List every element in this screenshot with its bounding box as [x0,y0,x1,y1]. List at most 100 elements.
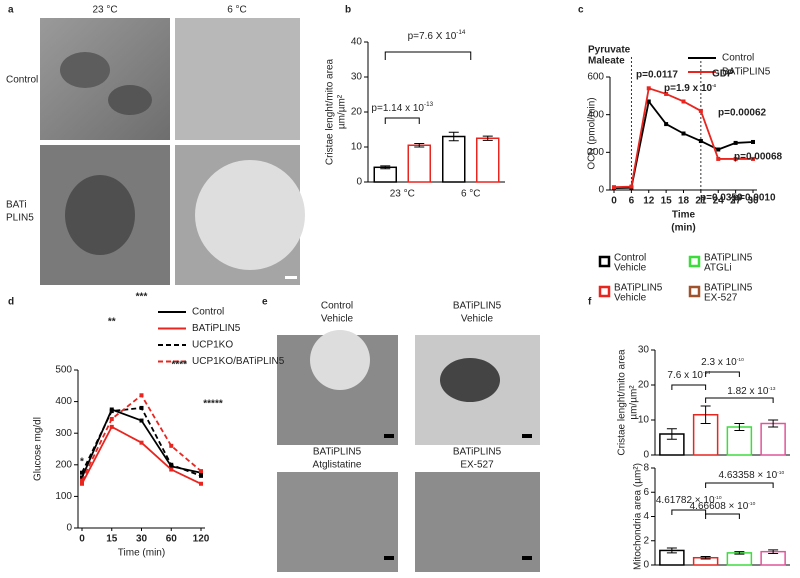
bar [760,422,786,456]
p-value-base: p=1.14 x 10 [371,103,424,114]
legend-label: Control [722,53,754,64]
bar [726,426,753,456]
y-tick-label: 200 [55,459,72,470]
micrograph [277,472,398,572]
y-axis-label: µm/µm² [337,94,348,129]
x-tick-label: 60 [166,534,178,545]
point [751,139,755,144]
column-label: 23 °C [92,5,117,16]
scale-bar [285,276,297,279]
annotation: ***** [203,399,223,410]
legend-label: BATiPLIN5 [722,67,771,78]
p-value-exp: -13 [424,101,434,108]
error-bar [482,135,493,141]
legend-label: EX-527 [704,293,738,304]
x-tick-label: 6 [629,196,635,207]
y-tick-label: 6 [643,487,649,498]
micrograph [175,18,300,140]
legend-swatch [598,285,611,298]
error-bar [448,131,459,142]
y-tick-label: 30 [638,345,650,356]
y-tick-label: 0 [643,450,649,461]
significance-bracket [705,513,740,519]
y-tick-label: 100 [55,491,72,502]
y-axis-label: Mitochondria area (µm²) [633,463,644,570]
error-bar [700,556,711,560]
p-value: 1.82 x 10-13 [727,386,776,397]
y-tick-label: 0 [643,560,649,571]
p-value-base: 4.63358 × 10 [719,470,778,481]
y-tick-label: 4 [643,511,649,522]
x-tick-label: 30 [136,534,148,545]
y-axis-label: Cristae lenght/mito area [617,349,628,456]
p-value-base: 2.3 x 10 [701,357,737,368]
legend-label: UCP1KO [192,340,233,351]
scale-bar [522,434,532,438]
point [169,467,174,472]
point [612,185,616,190]
error-bar [768,549,779,554]
point [646,99,651,104]
legend-label: BATiPLIN5 [704,283,753,294]
x-tick-label: 6 °C [461,189,481,200]
bar [476,137,500,183]
p-value-base: 7.6 x 10 [667,370,703,381]
annotation: GDP [712,69,734,80]
annotation: p=0.0117 [636,70,678,81]
p-value-exp: -10 [748,501,755,507]
x-axis-label: (min) [671,223,695,234]
p-value-base: 4.66608 × 10 [690,501,749,512]
lipid-droplet [195,160,305,270]
p-value: 4.61782 × 10-10 [656,495,722,506]
point [139,440,144,445]
point [199,469,203,474]
annotation: *** [136,292,148,303]
y-tick-label: 0 [66,523,72,534]
image-label: BATiPLIN5 [453,447,502,458]
lipid-droplet [310,330,370,390]
p-value-exp: -10 [777,470,784,476]
y-tick-label: 40 [351,37,363,48]
annotation-base: p=1.9 x 10 [664,83,713,94]
y-tick-label: 200 [587,147,604,158]
annotation: Maleate [588,56,625,67]
p-value-exp: -10 [737,357,744,363]
x-tick-label: 24 [713,196,725,207]
bar [407,144,431,183]
point [80,475,84,480]
x-tick-label: 120 [193,534,210,545]
point [80,481,84,486]
significance-bracket [671,384,707,390]
annotation: Pyruvate [588,45,631,56]
mitochondrion [65,175,135,255]
point [698,139,703,144]
x-axis-label: Time (min) [118,548,165,559]
y-tick-label: 2 [643,535,649,546]
annotation: p=0.0010 [733,193,776,204]
y-tick-label: 500 [55,365,72,376]
point [716,147,721,152]
point [664,122,669,127]
p-value-base: 4.61782 × 10 [656,495,715,506]
legend-label: BATiPLIN5 [704,253,753,264]
point [681,99,686,104]
annotation: p=1.9 x 10-4 [664,83,716,94]
y-axis-label: OCR (pmol/min) [587,97,598,169]
y-tick-label: 400 [55,396,72,407]
scale-bar [384,434,394,438]
y-tick-label: 20 [351,107,363,118]
y-tick-label: 8 [643,463,649,474]
point [109,416,114,421]
error-bar [666,428,677,440]
y-tick-label: 400 [587,109,604,120]
legend-label: Control [614,253,646,264]
bar [726,552,753,566]
y-tick-label: 20 [638,380,650,391]
x-tick-label: 23 °C [390,189,415,200]
x-tick-label: 0 [79,534,85,545]
point [681,131,686,136]
significance-bracket [705,397,774,403]
point [139,418,144,423]
p-value-exp: -10 [715,495,722,501]
error-bar [414,143,425,148]
